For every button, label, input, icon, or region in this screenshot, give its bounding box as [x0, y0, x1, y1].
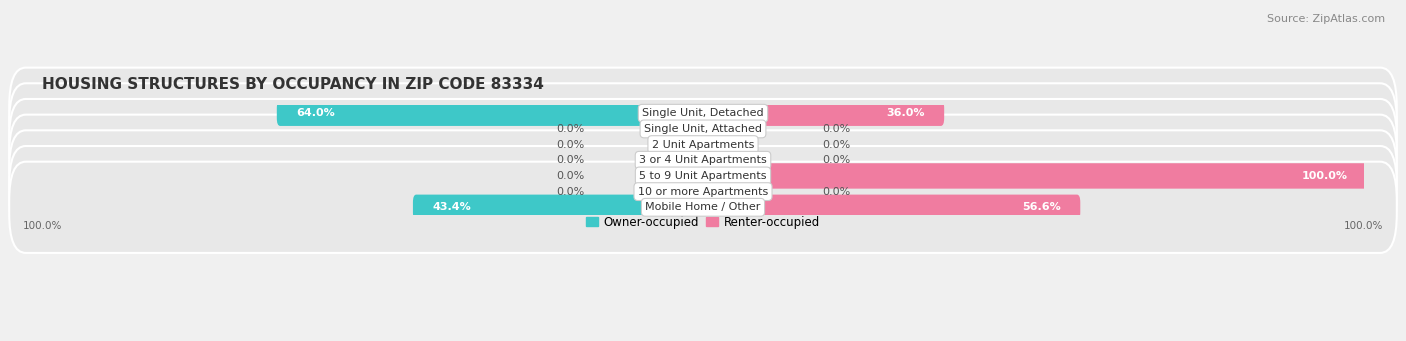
Text: 0.0%: 0.0% — [555, 139, 583, 150]
Text: 0.0%: 0.0% — [823, 155, 851, 165]
Text: 2 Unit Apartments: 2 Unit Apartments — [652, 139, 754, 150]
Text: 64.0%: 64.0% — [297, 108, 336, 118]
Text: 0.0%: 0.0% — [823, 187, 851, 197]
Text: 0.0%: 0.0% — [555, 124, 583, 134]
FancyBboxPatch shape — [700, 195, 1080, 220]
Legend: Owner-occupied, Renter-occupied: Owner-occupied, Renter-occupied — [581, 211, 825, 233]
Text: Single Unit, Detached: Single Unit, Detached — [643, 108, 763, 118]
FancyBboxPatch shape — [277, 101, 706, 126]
Text: 10 or more Apartments: 10 or more Apartments — [638, 187, 768, 197]
Text: 0.0%: 0.0% — [555, 171, 583, 181]
FancyBboxPatch shape — [700, 163, 1367, 189]
Text: 0.0%: 0.0% — [555, 187, 583, 197]
Text: 5 to 9 Unit Apartments: 5 to 9 Unit Apartments — [640, 171, 766, 181]
Text: 100.0%: 100.0% — [1301, 171, 1347, 181]
FancyBboxPatch shape — [413, 195, 706, 220]
Text: 36.0%: 36.0% — [886, 108, 924, 118]
Text: 0.0%: 0.0% — [823, 124, 851, 134]
FancyBboxPatch shape — [10, 83, 1396, 175]
Text: 3 or 4 Unit Apartments: 3 or 4 Unit Apartments — [640, 155, 766, 165]
Text: 43.4%: 43.4% — [433, 202, 471, 212]
FancyBboxPatch shape — [10, 68, 1396, 159]
FancyBboxPatch shape — [10, 115, 1396, 206]
Text: 0.0%: 0.0% — [555, 155, 583, 165]
Text: 0.0%: 0.0% — [823, 139, 851, 150]
FancyBboxPatch shape — [10, 162, 1396, 253]
Text: 56.6%: 56.6% — [1022, 202, 1060, 212]
FancyBboxPatch shape — [10, 130, 1396, 222]
Text: HOUSING STRUCTURES BY OCCUPANCY IN ZIP CODE 83334: HOUSING STRUCTURES BY OCCUPANCY IN ZIP C… — [42, 77, 544, 92]
FancyBboxPatch shape — [700, 101, 945, 126]
FancyBboxPatch shape — [10, 99, 1396, 190]
Text: Single Unit, Attached: Single Unit, Attached — [644, 124, 762, 134]
Text: Source: ZipAtlas.com: Source: ZipAtlas.com — [1267, 14, 1385, 24]
Text: Mobile Home / Other: Mobile Home / Other — [645, 202, 761, 212]
FancyBboxPatch shape — [10, 146, 1396, 237]
